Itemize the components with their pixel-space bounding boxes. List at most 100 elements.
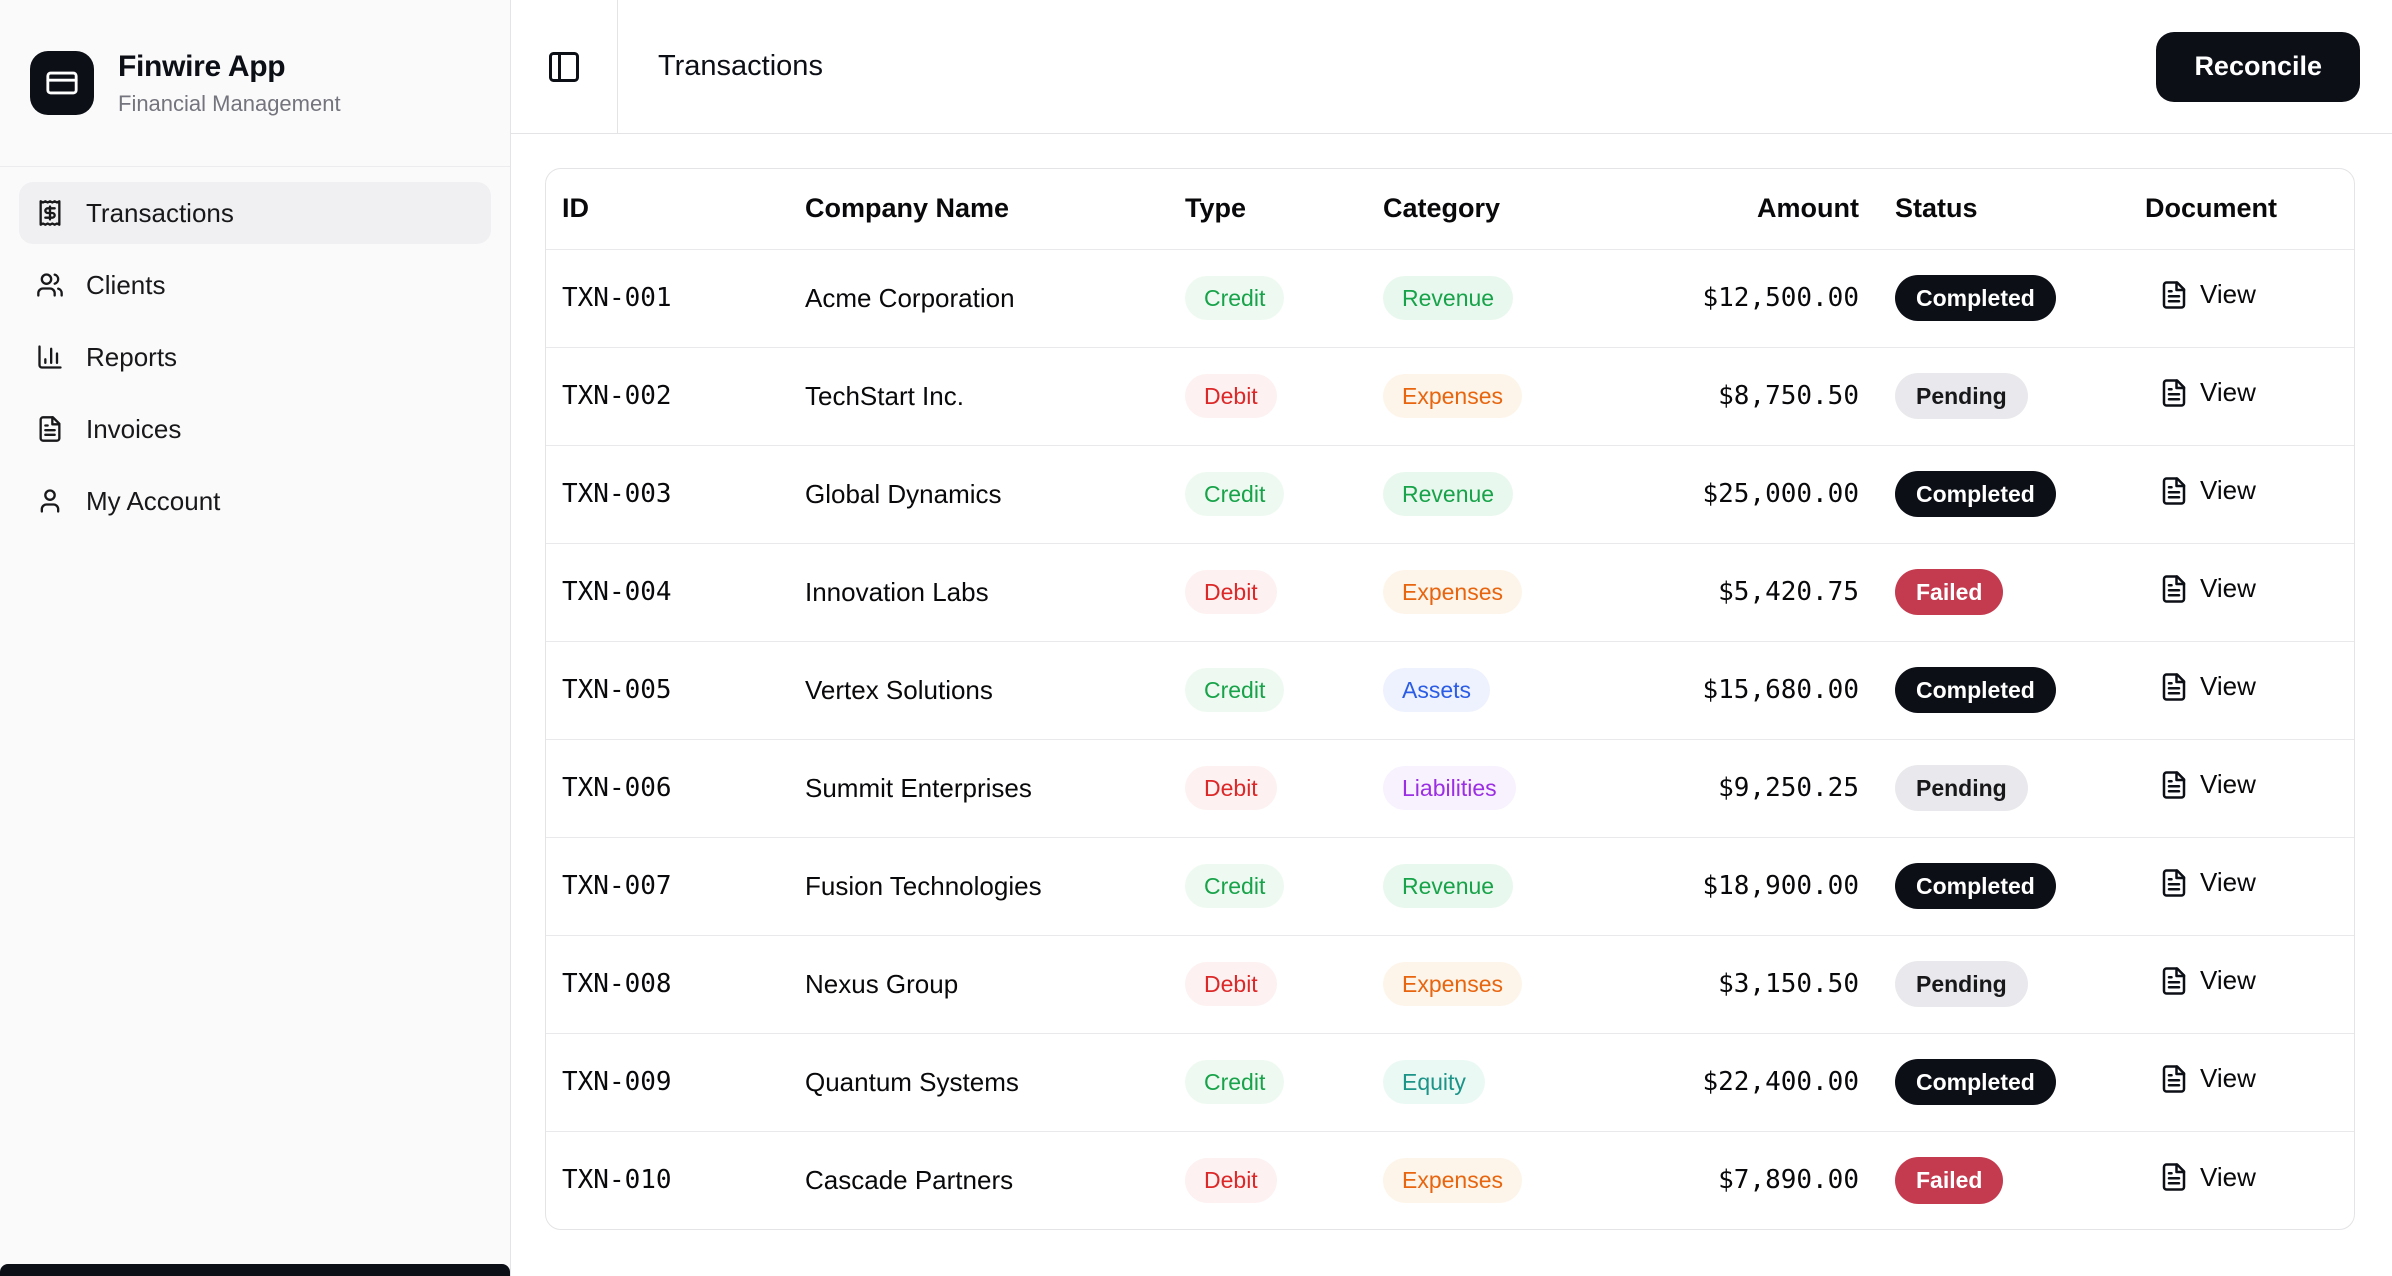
sidebar-item-transactions[interactable]: Transactions bbox=[19, 182, 491, 244]
amount: $25,000.00 bbox=[1549, 445, 1879, 543]
category-badge: Liabilities bbox=[1383, 766, 1516, 811]
transaction-id: TXN-004 bbox=[546, 543, 789, 641]
users-icon bbox=[36, 271, 64, 299]
sidebar-nav: Transactions Clients Reports bbox=[0, 167, 510, 557]
table-row: TXN-007 Fusion Technologies Credit Reven… bbox=[546, 837, 2355, 935]
view-document-button[interactable]: View bbox=[2159, 671, 2256, 702]
transaction-id: TXN-006 bbox=[546, 739, 789, 837]
category-cell: Revenue bbox=[1367, 249, 1549, 347]
view-document-button[interactable]: View bbox=[2159, 769, 2256, 800]
type-cell: Credit bbox=[1169, 641, 1367, 739]
amount: $18,900.00 bbox=[1549, 837, 1879, 935]
amount: $15,680.00 bbox=[1549, 641, 1879, 739]
category-badge: Expenses bbox=[1383, 1158, 1522, 1203]
view-document-button[interactable]: View bbox=[2159, 279, 2256, 310]
table-row: TXN-002 TechStart Inc. Debit Expenses $8… bbox=[546, 347, 2355, 445]
sidebar-item-reports[interactable]: Reports bbox=[19, 326, 491, 388]
type-badge: Credit bbox=[1185, 668, 1284, 713]
document-cell: View bbox=[2129, 1131, 2355, 1229]
view-label: View bbox=[2200, 573, 2256, 604]
app-window: Finwire App Financial Management Transac… bbox=[0, 0, 2392, 1276]
status-cell: Pending bbox=[1879, 739, 2129, 837]
view-label: View bbox=[2200, 475, 2256, 506]
table-row: TXN-003 Global Dynamics Credit Revenue $… bbox=[546, 445, 2355, 543]
view-document-button[interactable]: View bbox=[2159, 377, 2256, 408]
type-cell: Credit bbox=[1169, 249, 1367, 347]
table-row: TXN-006 Summit Enterprises Debit Liabili… bbox=[546, 739, 2355, 837]
category-cell: Revenue bbox=[1367, 445, 1549, 543]
view-label: View bbox=[2200, 769, 2256, 800]
status-cell: Completed bbox=[1879, 837, 2129, 935]
view-document-button[interactable]: View bbox=[2159, 475, 2256, 506]
transactions-table: ID Company Name Type Category Amount Sta… bbox=[546, 169, 2355, 1229]
app-logo bbox=[30, 51, 94, 115]
page-title: Transactions bbox=[658, 50, 823, 83]
column-header-document: Document bbox=[2129, 169, 2355, 249]
file-text-icon bbox=[2159, 672, 2189, 702]
table-row: TXN-009 Quantum Systems Credit Equity $2… bbox=[546, 1033, 2355, 1131]
transactions-table-card: ID Company Name Type Category Amount Sta… bbox=[545, 168, 2355, 1230]
type-badge: Debit bbox=[1185, 374, 1277, 419]
type-cell: Credit bbox=[1169, 837, 1367, 935]
sidebar-bottom-bar bbox=[0, 1264, 510, 1276]
sidebar-item-clients[interactable]: Clients bbox=[19, 254, 491, 316]
sidebar-item-label: Clients bbox=[86, 270, 165, 301]
view-document-button[interactable]: View bbox=[2159, 867, 2256, 898]
document-cell: View bbox=[2129, 837, 2355, 935]
file-text-icon bbox=[2159, 574, 2189, 604]
type-cell: Debit bbox=[1169, 347, 1367, 445]
sidebar-header: Finwire App Financial Management bbox=[0, 0, 510, 167]
status-cell: Failed bbox=[1879, 1131, 2129, 1229]
category-cell: Expenses bbox=[1367, 347, 1549, 445]
table-header-row: ID Company Name Type Category Amount Sta… bbox=[546, 169, 2355, 249]
category-badge: Expenses bbox=[1383, 570, 1522, 615]
view-document-button[interactable]: View bbox=[2159, 965, 2256, 996]
table-row: TXN-004 Innovation Labs Debit Expenses $… bbox=[546, 543, 2355, 641]
view-document-button[interactable]: View bbox=[2159, 573, 2256, 604]
column-header-id: ID bbox=[546, 169, 789, 249]
category-cell: Expenses bbox=[1367, 1131, 1549, 1229]
category-cell: Expenses bbox=[1367, 935, 1549, 1033]
document-cell: View bbox=[2129, 739, 2355, 837]
document-cell: View bbox=[2129, 1033, 2355, 1131]
transaction-id: TXN-009 bbox=[546, 1033, 789, 1131]
type-cell: Debit bbox=[1169, 739, 1367, 837]
transaction-id: TXN-002 bbox=[546, 347, 789, 445]
transaction-id: TXN-007 bbox=[546, 837, 789, 935]
transaction-id: TXN-005 bbox=[546, 641, 789, 739]
type-badge: Credit bbox=[1185, 1060, 1284, 1105]
status-cell: Completed bbox=[1879, 1033, 2129, 1131]
sidebar-item-my-account[interactable]: My Account bbox=[19, 470, 491, 532]
type-badge: Credit bbox=[1185, 472, 1284, 517]
file-text-icon bbox=[2159, 1064, 2189, 1094]
sidebar-item-label: Transactions bbox=[86, 198, 234, 229]
sidebar-item-label: My Account bbox=[86, 486, 220, 517]
main-area: Transactions Reconcile ID Company Name T… bbox=[511, 0, 2392, 1276]
column-header-category: Category bbox=[1367, 169, 1549, 249]
type-cell: Credit bbox=[1169, 445, 1367, 543]
sidebar-toggle-button[interactable] bbox=[511, 0, 618, 133]
document-cell: View bbox=[2129, 445, 2355, 543]
company-name: Innovation Labs bbox=[789, 543, 1169, 641]
sidebar-item-invoices[interactable]: Invoices bbox=[19, 398, 491, 460]
type-badge: Credit bbox=[1185, 864, 1284, 909]
file-text-icon bbox=[2159, 476, 2189, 506]
company-name: Summit Enterprises bbox=[789, 739, 1169, 837]
category-cell: Assets bbox=[1367, 641, 1549, 739]
view-document-button[interactable]: View bbox=[2159, 1162, 2256, 1193]
company-name: Acme Corporation bbox=[789, 249, 1169, 347]
category-badge: Equity bbox=[1383, 1060, 1485, 1105]
status-cell: Pending bbox=[1879, 347, 2129, 445]
document-cell: View bbox=[2129, 347, 2355, 445]
view-label: View bbox=[2200, 377, 2256, 408]
reconcile-button[interactable]: Reconcile bbox=[2156, 32, 2360, 102]
view-document-button[interactable]: View bbox=[2159, 1063, 2256, 1094]
amount: $3,150.50 bbox=[1549, 935, 1879, 1033]
amount: $22,400.00 bbox=[1549, 1033, 1879, 1131]
amount: $5,420.75 bbox=[1549, 543, 1879, 641]
document-cell: View bbox=[2129, 249, 2355, 347]
status-badge: Completed bbox=[1895, 275, 2056, 322]
category-cell: Revenue bbox=[1367, 837, 1549, 935]
status-cell: Pending bbox=[1879, 935, 2129, 1033]
bar-chart-icon bbox=[36, 343, 64, 371]
